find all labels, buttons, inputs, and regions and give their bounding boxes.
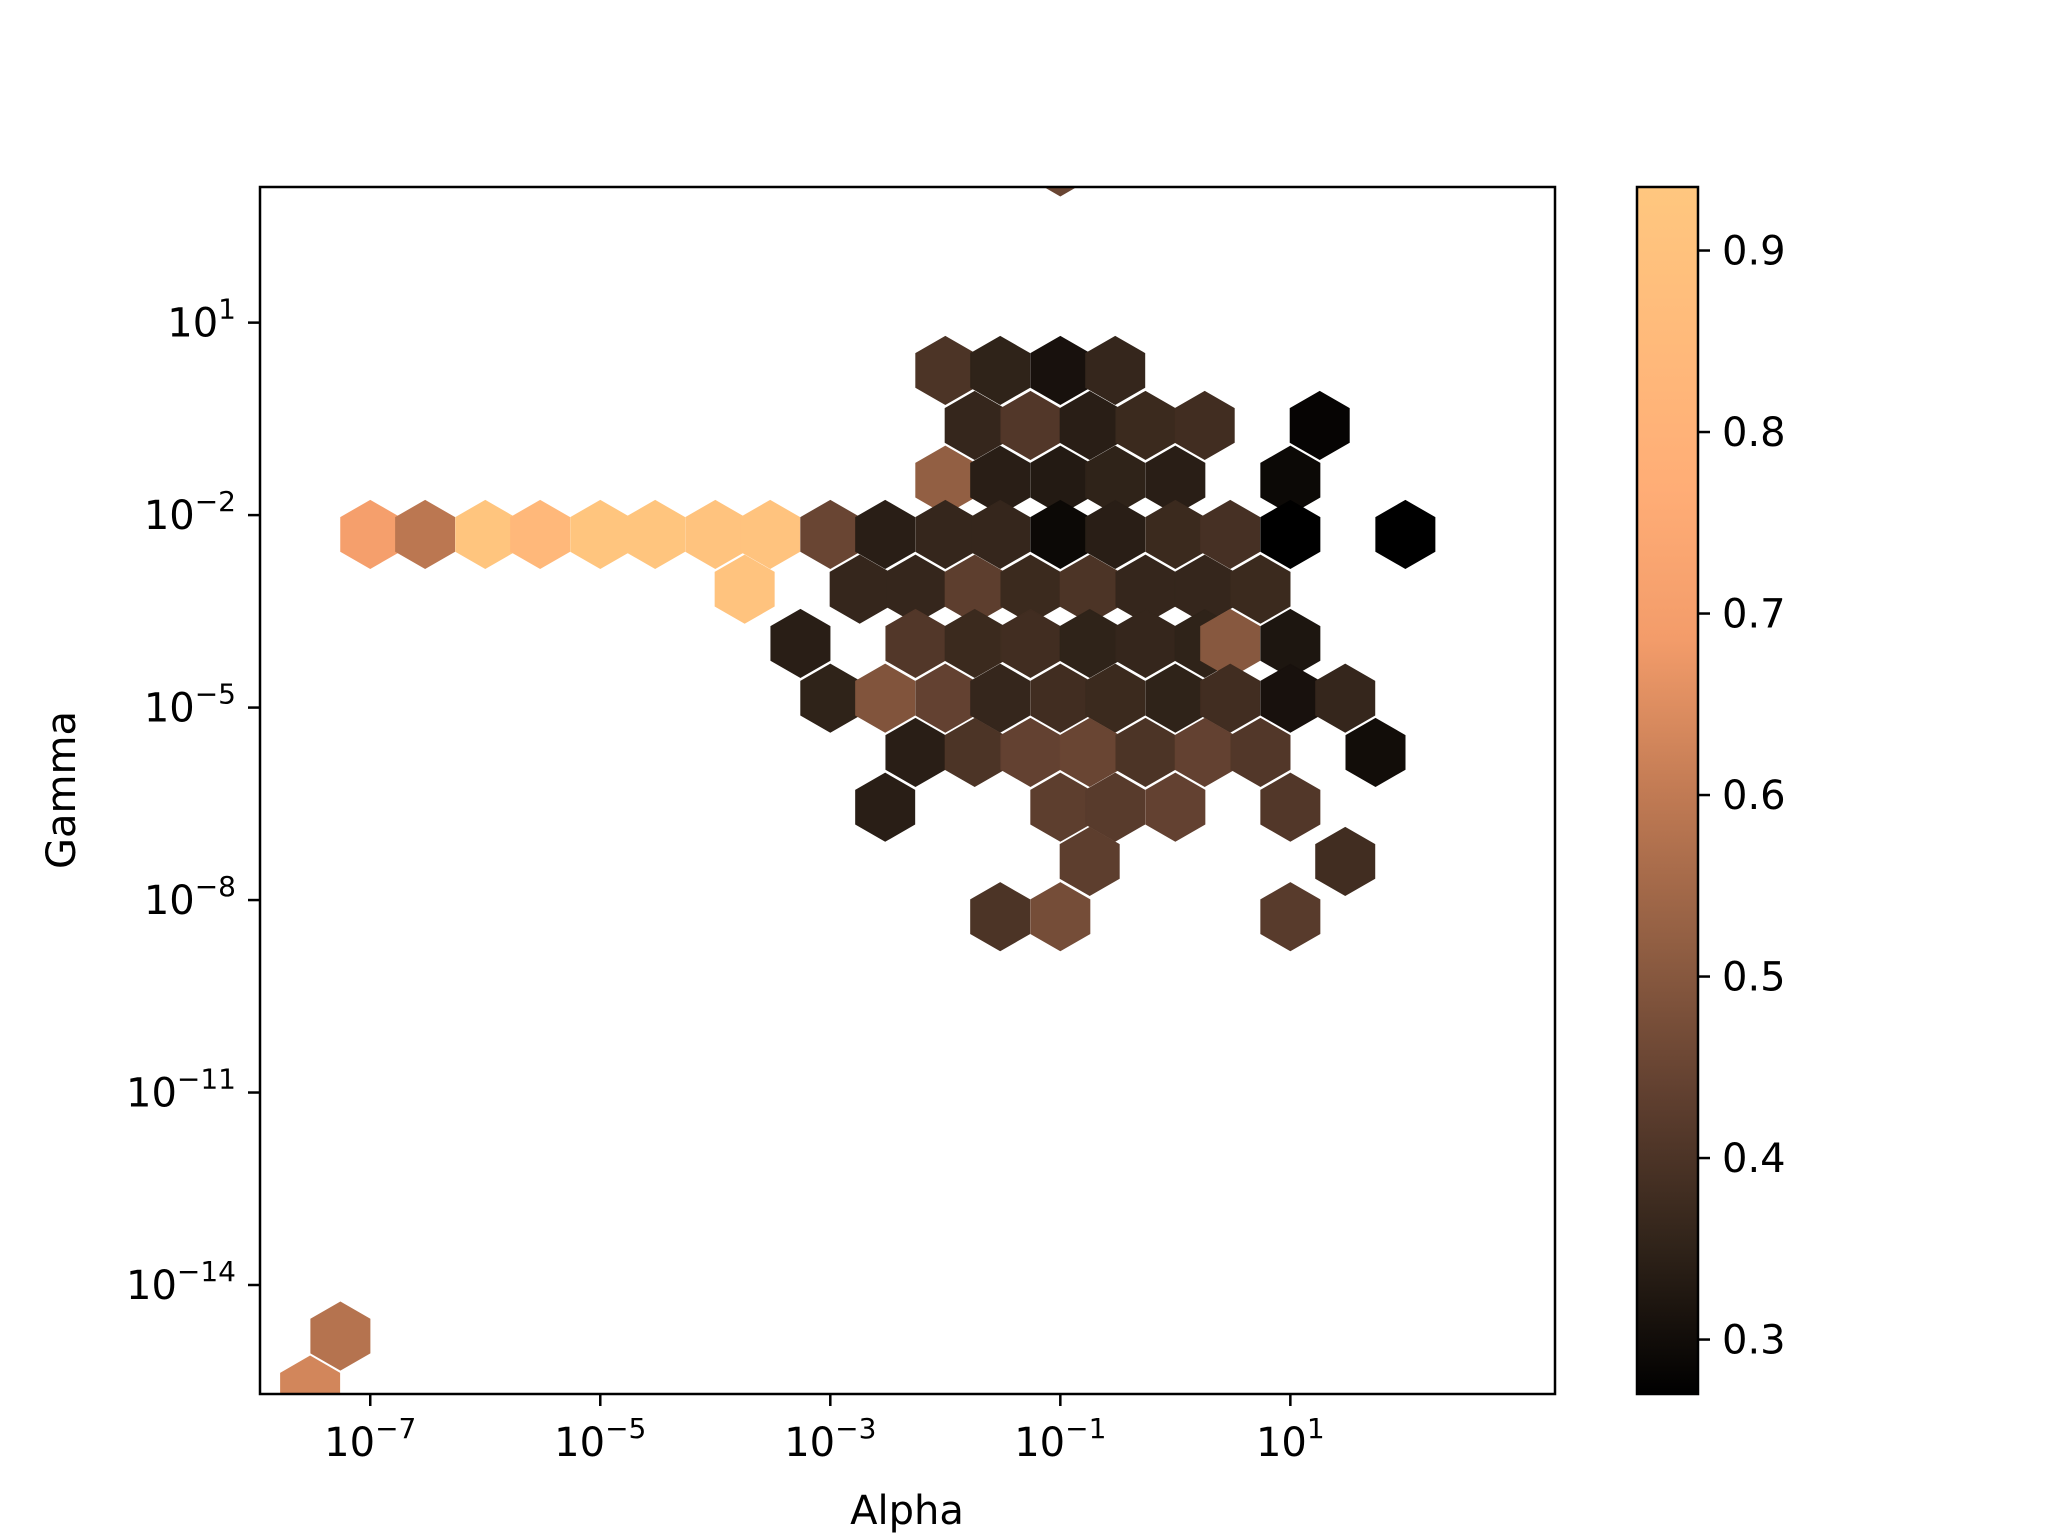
hexbin-cell [855, 772, 916, 842]
colorbar-tick-label: 0.9 [1722, 229, 1786, 275]
hexbin-cell [970, 663, 1031, 733]
y-tick-label: 10−14 [126, 1255, 236, 1309]
hexbin-cell [1230, 717, 1291, 787]
x-tick-label: 101 [1256, 1412, 1325, 1466]
hexbin-cell [1085, 335, 1146, 405]
hexbin-cell [510, 499, 571, 569]
hexbin-cell [970, 882, 1031, 952]
colorbar-tick-label: 0.5 [1722, 955, 1786, 1001]
y-tick-label: 10−5 [144, 678, 236, 732]
x-tick-label: 10−1 [1014, 1412, 1106, 1466]
y-tick-label: 10−8 [144, 870, 236, 924]
colorbar-tick-label: 0.3 [1722, 1318, 1786, 1364]
colorbar-tick-label: 0.8 [1722, 410, 1786, 456]
hexbin-cell [855, 499, 916, 569]
colorbar-frame [1635, 185, 1700, 1396]
hexbin-cell [1200, 499, 1261, 569]
hexbin-cell [1345, 717, 1406, 787]
hexbin-cell [1375, 499, 1436, 569]
hexbin-cell [970, 335, 1031, 405]
hexbin-cell [1030, 882, 1091, 952]
y-axis-ticks: 101 10−2 10−5 10−8 10−11 10−14 [126, 293, 260, 1309]
hexbin-cell [1174, 390, 1235, 460]
colorbar-ticks: 0.3 0.4 0.5 0.6 0.7 0.8 0.9 [1698, 229, 1786, 1364]
hexbin-cell [1145, 772, 1206, 842]
hexbin-cell [714, 554, 775, 624]
hexbin-cell [740, 499, 801, 569]
x-tick-label: 10−5 [554, 1412, 646, 1466]
hexbin-cell [1289, 390, 1350, 460]
colorbar: 0.3 0.4 0.5 0.6 0.7 0.8 0.9 [1635, 185, 1786, 1396]
x-axis-label: Alpha [850, 1488, 964, 1534]
y-tick-label: 10−2 [144, 485, 236, 539]
hexbin-cell [1260, 882, 1321, 952]
hexbin-cell [770, 608, 831, 678]
hexbin-cell [855, 663, 916, 733]
colorbar-tick-label: 0.7 [1722, 592, 1786, 638]
hexbin-cell [1059, 826, 1120, 896]
hexbin-cell [1085, 499, 1146, 569]
hexbin-cell [1230, 554, 1291, 624]
hexbin-cell [395, 499, 456, 569]
hexbin-cell [1260, 772, 1321, 842]
hexbin-cell [280, 1355, 341, 1394]
hexbin-cell [1200, 663, 1261, 733]
hexbin-cell [1085, 663, 1146, 733]
plot-frame [258, 185, 1557, 1396]
hexbin-cell [1085, 772, 1146, 842]
hexbin-cell [1043, 187, 1077, 197]
colorbar-tick-label: 0.6 [1722, 773, 1786, 819]
y-tick-label: 10−11 [126, 1063, 236, 1117]
x-tick-label: 10−7 [324, 1412, 416, 1466]
colorbar-gradient [1637, 187, 1698, 1394]
x-tick-label: 10−3 [784, 1412, 876, 1466]
hexbin-cell [1315, 663, 1376, 733]
y-tick-label: 101 [167, 293, 236, 347]
hexbin-cell [970, 499, 1031, 569]
y-axis-label: Gamma [39, 711, 85, 869]
hexbin-cell [310, 1301, 371, 1371]
colorbar-tick-label: 0.4 [1722, 1136, 1786, 1182]
x-axis-ticks: 10−7 10−5 10−3 10−1 101 [324, 1394, 1325, 1466]
hexbin-cell [1260, 499, 1321, 569]
hexbin-cells [280, 187, 1436, 1394]
hexbin-cell [625, 499, 686, 569]
hexbin-cell [1315, 826, 1376, 896]
